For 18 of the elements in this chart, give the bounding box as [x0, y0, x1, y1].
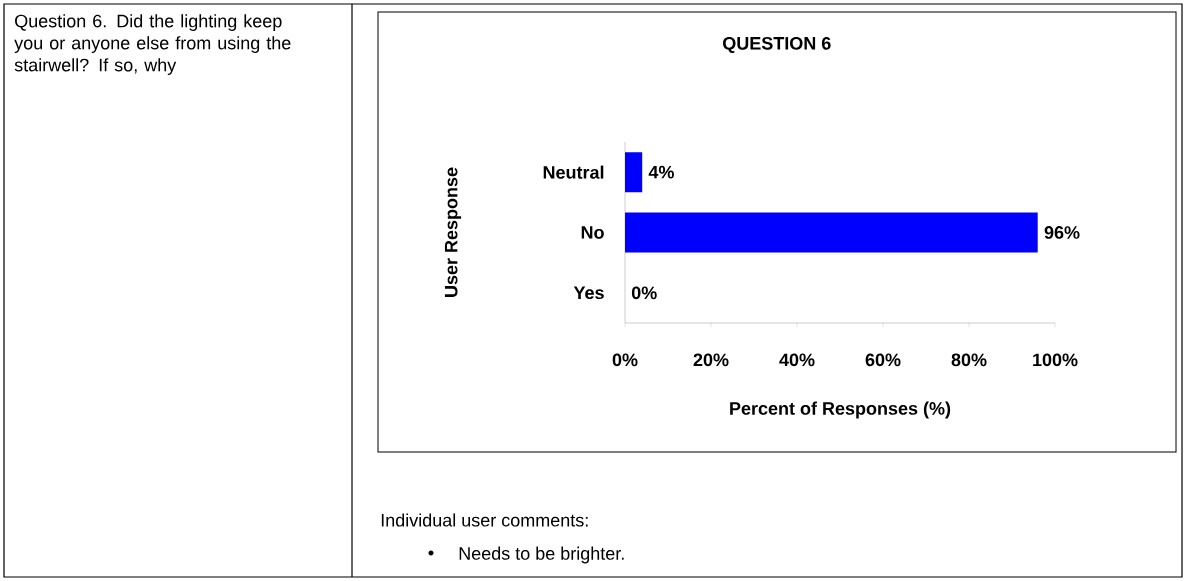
data-label: 4%: [648, 165, 674, 179]
chart-title: QUESTION 6: [723, 36, 831, 54]
x-axis-title: Percent of Responses (%): [730, 401, 951, 419]
x-tick-label: 80%: [951, 353, 987, 367]
y-tick-label: No: [581, 226, 604, 239]
y-axis-title: User Response: [444, 167, 462, 297]
x-tick-label: 20%: [693, 353, 729, 367]
y-tick-label: Neutral: [543, 165, 604, 179]
data-label: 0%: [631, 286, 657, 300]
text: Needs to be brighter.: [459, 546, 624, 564]
y-tick-label: Yes: [573, 286, 604, 300]
x-tick-label: 0%: [612, 353, 638, 367]
x-tick-label: 100%: [1033, 353, 1078, 367]
text: Individual user comments:: [381, 513, 588, 527]
x-tick-label: 40%: [779, 353, 815, 367]
text: Question 6. Did the lighting keep you or anyone else from using the stairwell? If so, why: [14, 14, 291, 75]
data-label: 96%: [1044, 226, 1080, 239]
x-tick-label: 60%: [865, 353, 901, 367]
